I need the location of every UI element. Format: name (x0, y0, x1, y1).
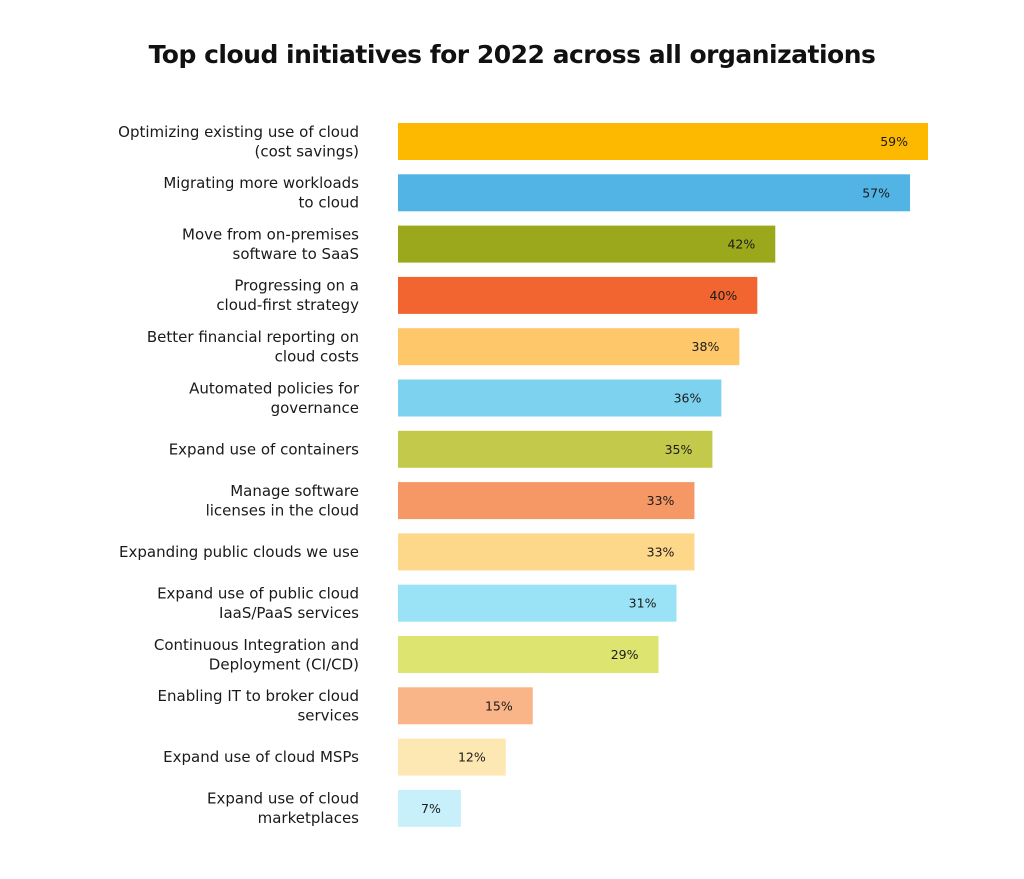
bar (398, 584, 677, 622)
category-label-line: Enabling IT to broker cloud (158, 687, 359, 705)
bar (398, 533, 695, 571)
data-label: 12% (458, 750, 486, 765)
bar (398, 738, 506, 776)
category-label-line: Optimizing existing use of cloud (118, 123, 359, 141)
category-label-line: software to SaaS (233, 245, 359, 263)
category-label-line: Expand use of cloud MSPs (163, 748, 359, 766)
category-label-line: cloud-first strategy (216, 296, 359, 314)
bar (398, 276, 758, 314)
category-label-line: IaaS/PaaS services (219, 604, 359, 622)
category-label-line: Progressing on a (234, 277, 359, 295)
category-label: Expanding public clouds we use (119, 543, 359, 561)
data-label: 35% (665, 442, 693, 457)
bar (398, 482, 695, 520)
data-label: 38% (692, 339, 720, 354)
category-label-line: Manage software (230, 482, 359, 500)
category-label-line: governance (271, 399, 359, 417)
bar (398, 123, 928, 160)
category-label: Continuous Integration and Deployment (CI… (154, 636, 359, 674)
data-label: 33% (647, 493, 675, 508)
category-label-line: licenses in the cloud (206, 501, 359, 519)
category-label: Better financial reporting on cloud costs (147, 328, 359, 366)
category-label: Enabling IT to broker cloud services (158, 687, 360, 725)
category-label-line: to cloud (299, 194, 359, 212)
category-label-line: Migrating more workloads (163, 174, 359, 192)
category-label: Manage software licenses in the cloud (206, 482, 359, 519)
chart-title: Top cloud initiatives for 2022 across al… (148, 40, 876, 69)
bar (398, 328, 740, 366)
data-label: 57% (862, 185, 890, 200)
data-label: 40% (710, 288, 738, 303)
category-label: Migrating more workloads to cloud (163, 174, 359, 212)
category-label: Expand use of cloud marketplaces (207, 790, 359, 828)
data-label: 59% (880, 134, 908, 149)
data-label: 36% (674, 391, 702, 406)
category-label: Optimizing existing use of cloud (cost sa… (118, 123, 359, 161)
category-label-line: Continuous Integration and (154, 636, 359, 654)
bar (398, 687, 533, 725)
category-label-line: Expand use of containers (169, 440, 359, 458)
bar (398, 430, 713, 468)
bar (398, 174, 911, 212)
bar (398, 379, 722, 417)
category-label-line: marketplaces (258, 809, 360, 827)
data-label: 29% (611, 647, 639, 662)
category-label: Progressing on a cloud-first strategy (216, 277, 359, 315)
category-label: Automated policies for governance (189, 379, 360, 417)
category-label: Expand use of cloud MSPs (163, 748, 359, 766)
category-label-line: Move from on-premises (182, 225, 359, 243)
category-label-line: Deployment (CI/CD) (209, 655, 359, 673)
category-label: Expand use of containers (169, 440, 359, 458)
category-label: Move from on-premises software to SaaS (182, 225, 359, 263)
data-label: 31% (629, 596, 657, 611)
category-label: Expand use of public cloud IaaS/PaaS serv… (157, 584, 359, 622)
category-label-line: Expand use of public cloud (157, 584, 359, 602)
category-label-line: Expanding public clouds we use (119, 543, 359, 561)
category-label-line: Automated policies for (189, 379, 360, 397)
bar (398, 225, 776, 263)
data-label: 42% (727, 237, 755, 252)
category-label-line: cloud costs (275, 347, 360, 365)
data-label: 33% (647, 544, 675, 559)
data-label: 7% (421, 801, 441, 816)
category-label-line: Better financial reporting on (147, 328, 359, 346)
category-label-line: Expand use of cloud (207, 790, 359, 808)
category-label-line: services (297, 707, 359, 725)
bar (398, 789, 461, 827)
category-label-line: (cost savings) (255, 142, 360, 160)
data-label: 15% (485, 698, 513, 713)
bar (398, 636, 659, 673)
